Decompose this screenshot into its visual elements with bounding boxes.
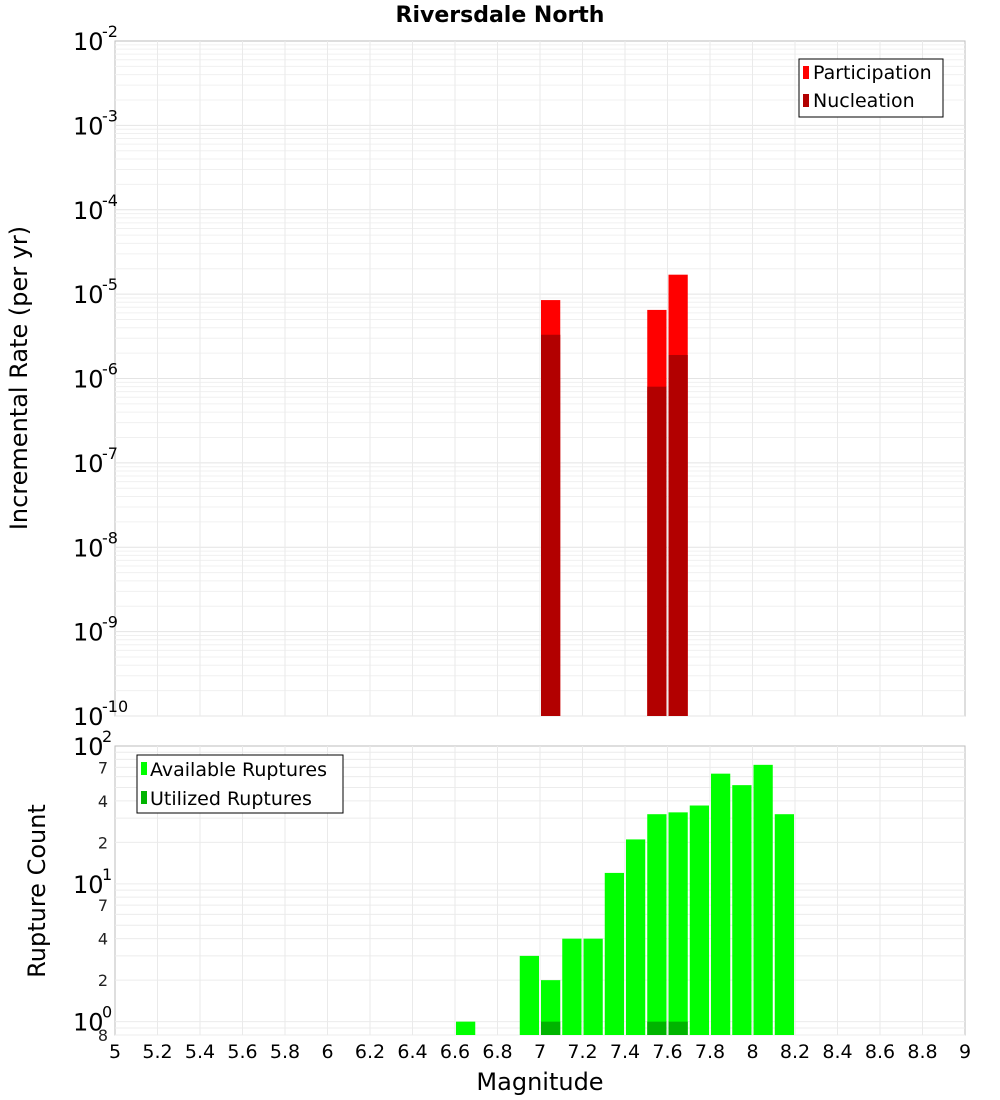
legend-swatch-nucleation — [803, 94, 809, 107]
top-y-tick-exponent: -7 — [102, 444, 118, 463]
nucleation-bar — [668, 354, 688, 716]
bottom-y-minor-tick-label: 4 — [98, 930, 108, 949]
bottom-y-tick-exponent: 0 — [102, 1003, 112, 1022]
available-ruptures-bar — [711, 773, 731, 1035]
x-tick-label: 6.4 — [397, 1041, 427, 1063]
available-ruptures-bar — [562, 938, 582, 1035]
x-tick-label: 6.8 — [482, 1041, 512, 1063]
top-y-tick-exponent: -5 — [102, 275, 118, 294]
nucleation-bar — [647, 386, 667, 716]
top-legend-box — [798, 58, 944, 118]
available-ruptures-bar — [626, 839, 646, 1035]
bottom-y-tick-exponent: 2 — [102, 727, 112, 746]
legend-label-participation: Participation — [813, 62, 932, 84]
top-y-tick-label: 10 — [73, 534, 104, 562]
utilized-ruptures-bar — [647, 1021, 667, 1035]
top-y-tick-exponent: -4 — [102, 191, 118, 210]
top-y-tick-exponent: -6 — [102, 360, 118, 379]
legend-swatch-available — [141, 762, 147, 775]
bottom-legend: Available Ruptures Utilized Ruptures — [136, 754, 344, 814]
available-ruptures-bar — [689, 805, 709, 1035]
top-y-tick-label: 10 — [73, 112, 104, 140]
top-y-tick-label: 10 — [73, 619, 104, 647]
legend-label-nucleation: Nucleation — [813, 90, 915, 112]
legend-swatch-utilized — [141, 791, 147, 804]
bottom-y-minor-tick-label: 4 — [98, 792, 108, 811]
legend-label-available: Available Ruptures — [150, 759, 327, 781]
x-tick-label: 8.2 — [780, 1041, 810, 1063]
x-tick-label: 8.8 — [907, 1041, 937, 1063]
x-tick-label: 7.4 — [610, 1041, 640, 1063]
x-tick-label: 7 — [534, 1041, 546, 1063]
nucleation-bar — [541, 334, 561, 716]
x-tick-label: 5.2 — [142, 1041, 172, 1063]
bottom-y-tick-exponent: 1 — [102, 865, 112, 884]
top-legend: Participation Nucleation — [798, 58, 944, 118]
x-tick-label: 8 — [746, 1041, 758, 1063]
available-ruptures-bar — [541, 980, 561, 1035]
chart-title: Riversdale North — [396, 3, 605, 28]
x-tick-label: 5 — [109, 1041, 121, 1063]
top-bars — [541, 274, 688, 716]
x-axis-label: Magnitude — [476, 1068, 603, 1096]
x-ticks: 5 5.2 5.4 5.6 5.8 6 6.2 6.4 6.6 6.8 7 7.2 7.4 7.6 7.8 8… — [109, 1041, 971, 1063]
available-ruptures-bar — [519, 955, 539, 1035]
x-tick-label: 5.4 — [185, 1041, 215, 1063]
top-y-ticks: 10-210-310-410-510-610-710-810-910-10 — [73, 22, 128, 731]
available-ruptures-bar — [604, 872, 624, 1035]
bottom-bars — [456, 764, 794, 1035]
top-y-tick-exponent: -8 — [102, 528, 118, 547]
bottom-y-minor-tick-label: 8 — [98, 1026, 108, 1045]
available-ruptures-bar — [753, 764, 773, 1035]
top-y-tick-label: 10 — [73, 450, 104, 478]
x-tick-label: 8.4 — [822, 1041, 852, 1063]
bottom-y-minor-tick-label: 7 — [98, 758, 108, 777]
bottom-y-minor-tick-label: 7 — [98, 896, 108, 915]
x-tick-label: 6 — [321, 1041, 333, 1063]
x-tick-label: 7.2 — [567, 1041, 597, 1063]
top-y-tick-exponent: -3 — [102, 106, 118, 125]
x-tick-label: 6.6 — [440, 1041, 470, 1063]
x-tick-label: 9 — [959, 1041, 971, 1063]
x-tick-label: 6.2 — [355, 1041, 385, 1063]
utilized-ruptures-bar — [541, 1021, 561, 1035]
top-y-tick-label: 10 — [73, 703, 104, 731]
top-y-tick-label: 10 — [73, 197, 104, 225]
x-tick-label: 8.6 — [865, 1041, 895, 1063]
top-y-tick-label: 10 — [73, 366, 104, 394]
bottom-y-minor-tick-label: 2 — [98, 833, 108, 852]
x-tick-label: 7.6 — [652, 1041, 682, 1063]
bottom-y-tick-label: 10 — [73, 1009, 104, 1037]
utilized-ruptures-bar — [668, 1021, 688, 1035]
x-tick-label: 7.8 — [695, 1041, 725, 1063]
top-y-tick-exponent: -2 — [102, 22, 118, 41]
available-ruptures-bar — [583, 938, 603, 1035]
available-ruptures-bar — [774, 814, 794, 1035]
bottom-y-tick-label: 10 — [73, 871, 104, 899]
legend-swatch-participation — [803, 66, 809, 79]
x-tick-label: 5.6 — [227, 1041, 257, 1063]
x-tick-label: 5.8 — [270, 1041, 300, 1063]
available-ruptures-bar — [668, 812, 688, 1035]
top-panel: 10-210-310-410-510-610-710-810-910-10 In… — [5, 22, 966, 731]
top-y-tick-label: 10 — [73, 28, 104, 56]
available-ruptures-bar — [732, 785, 752, 1035]
top-y-tick-exponent: -9 — [102, 613, 118, 632]
bottom-y-axis-label: Rupture Count — [23, 804, 51, 978]
top-grid — [115, 41, 965, 717]
bottom-y-tick-label: 10 — [73, 733, 104, 761]
legend-label-utilized: Utilized Ruptures — [150, 788, 312, 810]
bottom-y-minor-tick-label: 2 — [98, 971, 108, 990]
top-y-tick-exponent: -10 — [102, 697, 128, 716]
available-ruptures-bar — [647, 814, 667, 1035]
available-ruptures-bar — [456, 1021, 476, 1035]
top-y-axis-label: Incremental Rate (per yr) — [5, 226, 33, 530]
bottom-legend-box — [136, 754, 344, 814]
top-y-tick-label: 10 — [73, 281, 104, 309]
